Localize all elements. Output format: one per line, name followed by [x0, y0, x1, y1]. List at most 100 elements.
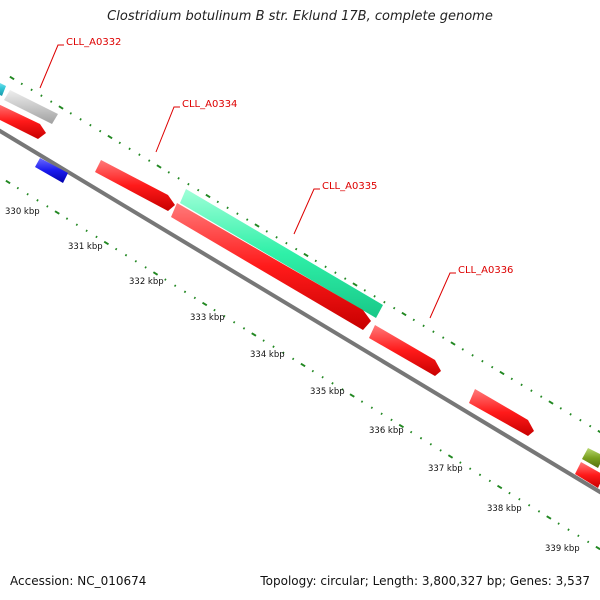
feature-red-edge[interactable] — [575, 462, 600, 488]
scale-label: 334 kbp — [250, 350, 285, 360]
outer-tick-major — [205, 193, 211, 199]
inner-tick-minor — [468, 467, 472, 470]
inner-tick-minor — [380, 412, 383, 416]
inner-tick-minor — [537, 510, 541, 513]
outer-tick-major — [499, 370, 505, 376]
inner-tick-minor — [409, 430, 413, 434]
outer-tick-minor — [236, 212, 239, 215]
outer-tick-minor — [226, 206, 229, 210]
inner-tick-minor — [173, 284, 177, 287]
scale-label: 331 kbp — [68, 242, 103, 252]
outer-tick-minor — [285, 241, 288, 245]
inner-tick-major — [447, 454, 454, 459]
outer-tick-minor — [89, 123, 92, 127]
outer-tick-minor — [491, 365, 494, 369]
inner-tick-minor — [478, 473, 482, 477]
feature-red-long[interactable] — [171, 203, 371, 330]
inner-tick-major — [201, 301, 208, 307]
inner-tick-minor — [16, 186, 20, 190]
scale-label: 338 kbp — [487, 504, 522, 514]
inner-tick-minor — [429, 443, 433, 446]
outer-tick-minor — [50, 100, 53, 103]
outer-tick-minor — [167, 171, 170, 174]
connector-cll-a0334 — [155, 106, 180, 153]
outer-tick-minor — [589, 424, 592, 428]
inner-tick-minor — [459, 461, 462, 464]
inner-tick-minor — [577, 534, 580, 538]
gene-labels: CLL_A0332 CLL_A0334 CLL_A0335 CLL_A0336 — [66, 37, 513, 276]
outer-tick-minor — [461, 348, 464, 351]
feature-red-a[interactable] — [0, 103, 46, 139]
outer-tick-major — [597, 429, 600, 434]
outer-tick-minor — [334, 271, 337, 274]
outer-tick-minor — [442, 336, 445, 339]
outer-tick-ring — [9, 75, 600, 434]
scale-label: 337 kbp — [428, 464, 463, 474]
inner-tick-minor — [193, 296, 197, 300]
outer-tick-minor — [246, 218, 249, 221]
inner-tick-minor — [321, 375, 324, 379]
inner-tick-minor — [46, 205, 49, 208]
inner-tick-minor — [232, 321, 236, 324]
outer-tick-major — [303, 252, 309, 258]
outer-tick-minor — [559, 407, 562, 410]
outer-tick-minor — [530, 389, 533, 392]
inner-tick-major — [496, 484, 503, 490]
outer-tick-major — [107, 134, 113, 140]
inner-tick-major — [251, 332, 257, 337]
outer-tick-minor — [216, 200, 219, 204]
outer-tick-minor — [20, 82, 23, 86]
scale-label: 336 kbp — [369, 426, 404, 436]
map-title: Clostridium botulinum B str. Eklund 17B,… — [107, 9, 493, 24]
feature-teal-cll-a0335[interactable] — [180, 189, 383, 318]
outer-tick-minor — [79, 118, 82, 121]
feature-olive-edge[interactable] — [582, 448, 600, 468]
inner-tick-minor — [26, 192, 29, 196]
inner-tick-minor — [65, 217, 69, 220]
outer-tick-minor — [383, 300, 386, 304]
feature-red-short[interactable] — [369, 325, 441, 376]
outer-tick-major — [58, 105, 64, 110]
feature-cyan-edge[interactable] — [0, 80, 6, 96]
inner-tick-major — [349, 393, 355, 398]
inner-tick-minor — [223, 314, 226, 318]
outer-tick-minor — [569, 413, 572, 416]
outer-tick-major — [254, 223, 260, 228]
inner-tick-minor — [85, 229, 88, 233]
inner-tick-minor — [390, 418, 393, 422]
inner-tick-major — [300, 362, 306, 368]
outer-tick-minor — [40, 94, 43, 97]
outer-tick-minor — [412, 318, 415, 322]
inner-tick-major — [54, 210, 60, 215]
genome-summary-text: Topology: circular; Length: 3,800,327 bp… — [260, 574, 590, 588]
inner-tick-minor — [419, 436, 423, 440]
inner-tick-minor — [311, 369, 315, 373]
gene-label-cll-a0336[interactable]: CLL_A0336 — [458, 265, 513, 276]
feature-red-cll-a0336[interactable] — [469, 389, 534, 436]
genome-backbone — [0, 128, 600, 495]
outer-tick-minor — [344, 277, 347, 280]
inner-tick-minor — [95, 235, 98, 239]
gene-label-cll-a0334[interactable]: CLL_A0334 — [182, 99, 237, 110]
inner-tick-minor — [360, 400, 364, 403]
gene-label-cll-a0332[interactable]: CLL_A0332 — [66, 37, 121, 48]
scale-label: 330 kbp — [5, 207, 40, 217]
outer-tick-major — [9, 75, 15, 81]
outer-tick-minor — [579, 418, 582, 422]
inner-tick-minor — [124, 253, 128, 257]
outer-tick-minor — [128, 147, 131, 151]
outer-tick-minor — [197, 188, 200, 192]
feature-red-cll-a0334[interactable] — [95, 160, 175, 211]
inner-tick-minor — [567, 528, 570, 531]
feature-blue[interactable] — [35, 158, 68, 183]
outer-tick-major — [352, 282, 358, 287]
gene-label-cll-a0335[interactable]: CLL_A0335 — [322, 181, 377, 192]
outer-tick-minor — [393, 306, 396, 310]
outer-tick-minor — [363, 289, 366, 292]
inner-tick-minor — [282, 351, 285, 355]
inner-tick-minor — [242, 327, 246, 330]
inner-tick-minor — [518, 497, 521, 501]
feature-gray[interactable] — [4, 90, 58, 124]
outer-tick-minor — [520, 383, 523, 387]
